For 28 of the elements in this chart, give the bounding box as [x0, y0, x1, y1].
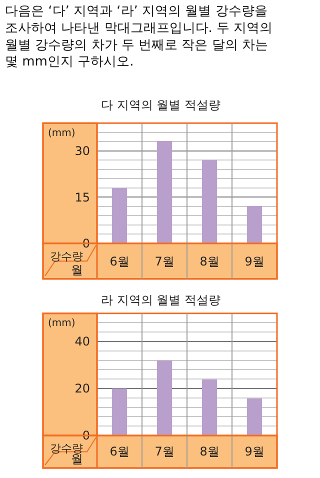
bar	[202, 160, 217, 244]
y-axis-title: (mm)	[48, 318, 76, 329]
y-axis-title: (mm)	[48, 128, 76, 139]
chart-title: 다 지역의 월별 적설량	[101, 98, 220, 112]
text: 강수량	[50, 250, 83, 263]
bar	[202, 379, 217, 436]
x-tick-label: 6월	[110, 254, 130, 268]
bar	[247, 206, 262, 244]
x-tick-label: 9월	[244, 254, 264, 268]
text: 다음은 ‘다’ 지역과 ‘라’ 지역의 월별 강수량을 조사하여 나타낸 막대그래프입니다. 두 지역의 월별 강수량의 차가 두 번째로 작은 달의 차는 몇 mm인지 구하시오.	[5, 4, 273, 70]
bar	[112, 388, 127, 436]
x-axis-title: 월	[71, 263, 83, 277]
bar	[157, 141, 172, 244]
x-tick-label: 6월	[110, 444, 130, 459]
y-tick-label: 40	[74, 334, 90, 349]
bar	[247, 398, 262, 436]
text: 강수량	[50, 442, 83, 455]
y-tick-label: 15	[74, 190, 90, 204]
x-tick-label: 7월	[154, 254, 174, 268]
x-tick-label: 8월	[200, 444, 220, 459]
x-tick-label: 7월	[154, 444, 174, 459]
x-tick-label: 8월	[200, 254, 220, 268]
bar	[112, 188, 127, 244]
bar	[157, 360, 172, 436]
y-tick-label: 20	[74, 382, 90, 396]
y-tick-label: 30	[74, 144, 90, 158]
chart-title: 라 지역의 월별 적설량	[101, 293, 220, 307]
x-tick-label: 9월	[244, 444, 264, 459]
